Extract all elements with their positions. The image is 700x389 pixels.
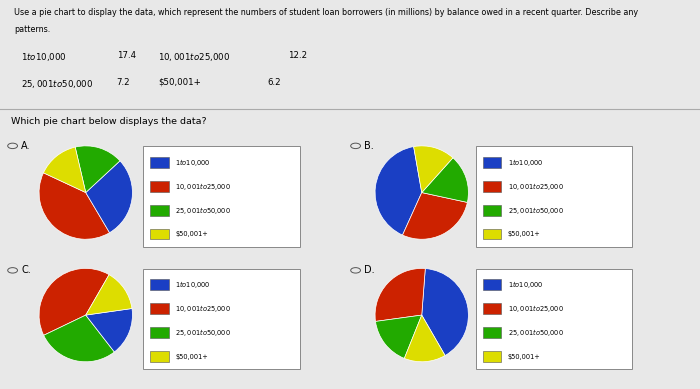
Wedge shape bbox=[375, 315, 421, 358]
Wedge shape bbox=[43, 147, 85, 193]
Wedge shape bbox=[39, 173, 110, 239]
Bar bbox=[150, 351, 169, 362]
Text: $1 to $10,000: $1 to $10,000 bbox=[175, 279, 211, 290]
Wedge shape bbox=[75, 146, 120, 193]
Wedge shape bbox=[414, 146, 453, 193]
Wedge shape bbox=[402, 193, 468, 239]
Text: $10,001 to $25,000: $10,001 to $25,000 bbox=[158, 51, 230, 63]
Text: $10,001 to $25,000: $10,001 to $25,000 bbox=[175, 303, 231, 314]
Wedge shape bbox=[85, 308, 132, 352]
Wedge shape bbox=[43, 315, 114, 362]
Text: C.: C. bbox=[21, 265, 31, 275]
FancyBboxPatch shape bbox=[476, 146, 632, 247]
Text: Which pie chart below displays the data?: Which pie chart below displays the data? bbox=[11, 117, 206, 126]
Bar bbox=[150, 279, 169, 290]
Text: $1 to $10,000: $1 to $10,000 bbox=[508, 157, 543, 168]
Text: $50,001+: $50,001+ bbox=[508, 354, 540, 359]
Wedge shape bbox=[85, 161, 132, 233]
Text: B.: B. bbox=[364, 141, 374, 151]
Bar bbox=[150, 205, 169, 216]
Wedge shape bbox=[39, 268, 109, 335]
Text: 17.4: 17.4 bbox=[117, 51, 136, 60]
Text: 12.2: 12.2 bbox=[288, 51, 307, 60]
Text: $50,001+: $50,001+ bbox=[158, 78, 201, 87]
Bar bbox=[150, 303, 169, 314]
Wedge shape bbox=[375, 147, 421, 235]
Bar bbox=[482, 205, 501, 216]
Text: 6.2: 6.2 bbox=[267, 78, 281, 87]
Text: patterns.: patterns. bbox=[14, 25, 50, 34]
Text: $25,001 to $50,000: $25,001 to $50,000 bbox=[175, 205, 231, 216]
Bar bbox=[482, 279, 501, 290]
Text: D.: D. bbox=[364, 265, 374, 275]
Text: $25,001 to $50,000: $25,001 to $50,000 bbox=[175, 327, 231, 338]
Text: $50,001+: $50,001+ bbox=[175, 231, 208, 237]
Bar bbox=[482, 303, 501, 314]
Text: $25,001 to $50,000: $25,001 to $50,000 bbox=[508, 327, 564, 338]
Wedge shape bbox=[85, 275, 132, 315]
Text: 7.2: 7.2 bbox=[117, 78, 130, 87]
Text: $10,001 to $25,000: $10,001 to $25,000 bbox=[508, 303, 564, 314]
Bar bbox=[482, 327, 501, 338]
FancyBboxPatch shape bbox=[144, 146, 300, 247]
Text: $1 to $10,000: $1 to $10,000 bbox=[508, 279, 543, 290]
Bar bbox=[150, 229, 169, 240]
Text: $10,001 to $25,000: $10,001 to $25,000 bbox=[175, 180, 231, 192]
Text: $25,001 to $50,000: $25,001 to $50,000 bbox=[508, 205, 564, 216]
Bar bbox=[150, 327, 169, 338]
Bar bbox=[150, 180, 169, 191]
Wedge shape bbox=[421, 268, 468, 356]
Text: $50,001+: $50,001+ bbox=[175, 354, 208, 359]
Text: $25,001 to $50,000: $25,001 to $50,000 bbox=[21, 78, 93, 90]
Bar bbox=[482, 229, 501, 240]
Text: A.: A. bbox=[21, 141, 31, 151]
Bar bbox=[150, 157, 169, 168]
Text: Use a pie chart to display the data, which represent the numbers of student loan: Use a pie chart to display the data, whi… bbox=[14, 8, 638, 17]
Wedge shape bbox=[405, 315, 445, 362]
Bar bbox=[482, 180, 501, 191]
Text: $10,001 to $25,000: $10,001 to $25,000 bbox=[508, 180, 564, 192]
Text: $1 to $10,000: $1 to $10,000 bbox=[21, 51, 66, 63]
Text: $50,001+: $50,001+ bbox=[508, 231, 540, 237]
Wedge shape bbox=[375, 268, 426, 321]
Bar bbox=[482, 351, 501, 362]
FancyBboxPatch shape bbox=[476, 269, 632, 369]
Text: $1 to $10,000: $1 to $10,000 bbox=[175, 157, 211, 168]
Bar bbox=[482, 157, 501, 168]
FancyBboxPatch shape bbox=[144, 269, 300, 369]
Wedge shape bbox=[421, 158, 468, 202]
